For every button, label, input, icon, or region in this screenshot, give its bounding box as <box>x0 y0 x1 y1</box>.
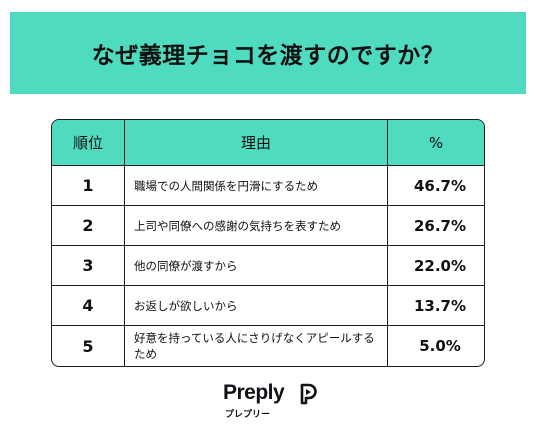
title-banner: なぜ義理チョコを渡すのですか？ <box>10 12 526 94</box>
row-4-rank: 4 <box>52 286 125 326</box>
row-2-rank: 2 <box>52 206 125 246</box>
row-1-reason: 職場での人間関係を円滑にするため <box>125 166 388 206</box>
row-4-reason: お返しが欲しいから <box>125 286 388 326</box>
row-2-percent: 26.7% <box>388 206 484 246</box>
header-percent: % <box>388 120 484 166</box>
row-5-percent: 5.0% <box>419 337 461 355</box>
row-4-percent: 13.7% <box>388 286 484 326</box>
row-2-reason: 上司や同僚への感謝の気持ちを表すため <box>125 206 388 246</box>
row-3-percent: 22.0% <box>388 246 484 286</box>
header-rank: 順位 <box>52 120 125 166</box>
row-1-percent: 46.7% <box>388 166 484 206</box>
preply-logo-icon <box>300 383 317 405</box>
row-1-rank: 1 <box>52 166 125 206</box>
brand-name: Preply <box>223 381 285 404</box>
row-5-reason: 好意を持っている人にさりげなくアピールするため <box>125 326 388 366</box>
page-title: なぜ義理チョコを渡すのですか？ <box>91 43 445 69</box>
row-3-reason: 他の同僚が渡すから <box>125 246 388 286</box>
row-3-rank: 3 <box>52 246 125 286</box>
header-reason: 理由 <box>125 120 388 166</box>
ranking-table: 順位 理由 % 1 職場での人間関係を円滑にするため 46.7% 2 上司や同僚… <box>51 119 485 367</box>
brand-kana: プレプリー <box>225 410 271 420</box>
preply-logo: Preply プレプリー <box>223 381 323 425</box>
row-5-rank: 5 <box>52 326 125 366</box>
